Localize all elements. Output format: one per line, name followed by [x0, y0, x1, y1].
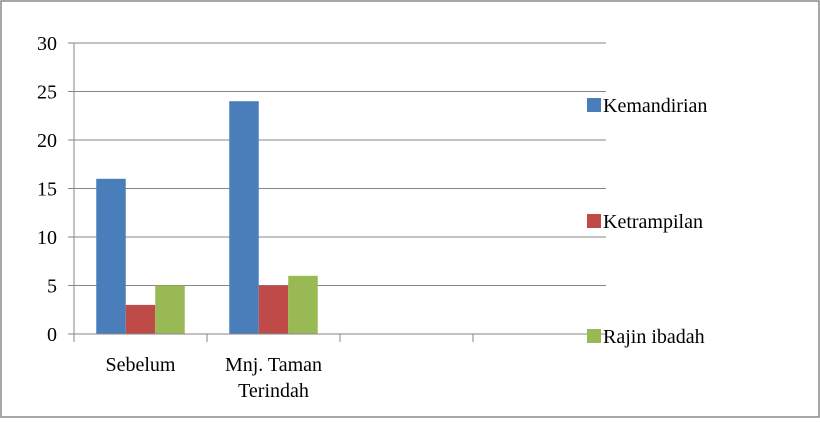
y-tick-label: 0 [47, 324, 57, 346]
bar-kemandirian [229, 101, 259, 334]
x-tick-label: Terindah [238, 380, 309, 402]
x-tick-label: Mnj. Taman [225, 354, 322, 376]
legend-swatch [587, 329, 601, 343]
legend-swatch [587, 98, 601, 112]
legend-label: Kemandirian [603, 95, 707, 117]
y-tick-label: 25 [37, 82, 57, 104]
x-tick-label: Sebelum [106, 354, 176, 376]
legend-label: Rajin ibadah [603, 326, 705, 348]
y-tick-label: 5 [47, 276, 57, 298]
bar-ketrampilan [126, 305, 156, 334]
bar-ketrampilan [259, 286, 289, 335]
y-tick-label: 30 [37, 33, 57, 55]
y-tick-label: 10 [37, 227, 57, 249]
legend-label: Ketrampilan [603, 211, 703, 233]
y-tick-label: 20 [37, 130, 57, 152]
y-tick-label: 15 [37, 179, 57, 201]
bar-rajin-ibadah [155, 286, 185, 335]
legend-swatch [587, 214, 601, 228]
bar-rajin-ibadah [288, 276, 318, 334]
bar-kemandirian [96, 179, 126, 334]
